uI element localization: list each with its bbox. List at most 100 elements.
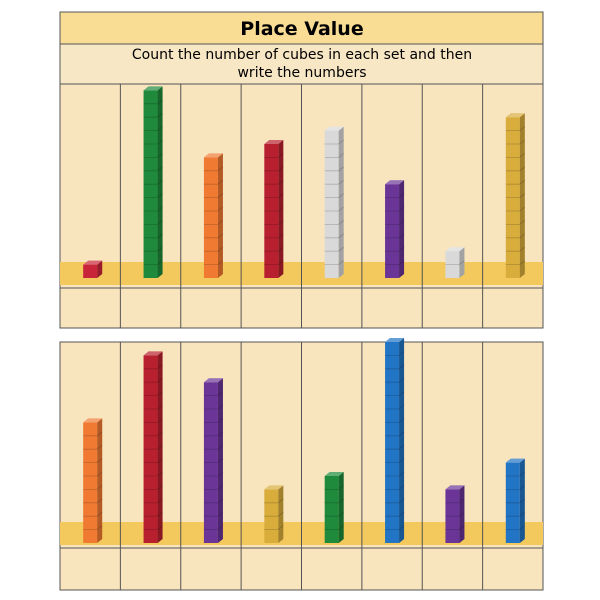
stack-side xyxy=(157,351,163,543)
stack-front xyxy=(143,355,158,543)
stack-front xyxy=(83,264,98,278)
cube-seam xyxy=(143,444,163,450)
cube-stack xyxy=(505,458,526,543)
cube-seam xyxy=(385,220,405,225)
cube-seam xyxy=(203,260,224,266)
stack-top-light xyxy=(143,86,163,91)
cube-stack xyxy=(445,485,465,543)
stack-front xyxy=(264,144,279,278)
stack-side xyxy=(97,418,103,543)
cube-seam xyxy=(203,458,224,464)
cube-seam xyxy=(385,206,405,212)
stack-top xyxy=(505,113,525,118)
stack-front xyxy=(385,184,400,278)
cube-seam xyxy=(143,260,163,266)
stack-top xyxy=(264,140,284,144)
cube-seam xyxy=(385,471,405,477)
stack-top-light xyxy=(324,126,344,131)
cube-seam xyxy=(385,377,405,383)
stack-front xyxy=(505,117,520,278)
cube-seam xyxy=(385,498,405,504)
cube-seam xyxy=(203,193,224,199)
stack-top-light xyxy=(324,472,344,476)
stack-side-shade xyxy=(97,260,103,278)
stack-side-shade xyxy=(157,351,163,543)
cube-seam xyxy=(505,485,526,490)
cube-seam xyxy=(385,444,405,450)
cube-seam xyxy=(143,193,163,199)
cube-seam xyxy=(203,206,224,212)
stack-top xyxy=(445,247,465,252)
instructions: Count the number of cubes in each set an… xyxy=(131,47,473,81)
cube-seam xyxy=(264,260,284,266)
cube-seam xyxy=(143,139,163,145)
cube-seam xyxy=(505,220,526,225)
stack-side xyxy=(97,260,103,278)
cube-seam xyxy=(203,431,224,437)
cube-seam xyxy=(203,498,224,504)
stack-side xyxy=(519,458,525,543)
cube-seam xyxy=(505,471,526,477)
stack-top xyxy=(203,153,223,158)
instruction-band xyxy=(59,43,544,85)
cube-seam xyxy=(203,525,224,530)
cube-seam xyxy=(143,99,163,105)
stack-side xyxy=(459,485,465,543)
cube-seam xyxy=(203,471,224,477)
cube-seam xyxy=(385,458,405,464)
cube-seam xyxy=(505,166,526,172)
stack-top-light xyxy=(385,180,405,185)
cube-seam xyxy=(143,206,163,212)
stack-side xyxy=(399,338,405,543)
cube-stack xyxy=(324,472,344,543)
cube-stack xyxy=(203,153,224,278)
stack-side-shade xyxy=(217,378,223,543)
cube-seam xyxy=(505,246,526,252)
stack-top-light xyxy=(264,140,284,144)
stack-side-shade xyxy=(399,338,405,543)
stack-top-light xyxy=(203,153,223,158)
stack-front xyxy=(203,157,218,278)
stack-side-shade xyxy=(338,126,344,278)
cube-seam xyxy=(143,377,163,383)
stack-side xyxy=(157,86,163,279)
cube-seam xyxy=(143,391,163,397)
cube-stack xyxy=(264,140,284,278)
cube-seam xyxy=(83,498,103,504)
cube-seam xyxy=(143,179,163,185)
cube-seam xyxy=(385,511,405,517)
stack-top-light xyxy=(505,458,525,463)
cube-seam xyxy=(505,139,526,145)
stack-side-shade xyxy=(278,485,284,543)
cube-seam xyxy=(445,498,465,504)
stack-front xyxy=(324,130,339,278)
stack-top xyxy=(143,86,163,91)
cube-seam xyxy=(203,391,224,397)
cube-seam xyxy=(505,126,526,132)
cube-seam xyxy=(324,260,344,266)
cube-seam xyxy=(264,511,284,517)
cube-seam xyxy=(143,404,163,410)
cube-stack xyxy=(505,113,526,278)
cube-seam xyxy=(385,193,405,199)
cube-seam xyxy=(324,206,344,212)
stack-side-shade xyxy=(399,180,405,278)
cube-seam xyxy=(143,471,163,477)
cube-seam xyxy=(83,431,103,437)
cube-seam xyxy=(505,511,526,517)
cube-seam xyxy=(324,193,344,199)
cube-seam xyxy=(203,511,224,517)
cube-stack xyxy=(143,351,163,543)
stack-top xyxy=(445,485,465,490)
cube-seam xyxy=(505,525,526,530)
cube-stack xyxy=(385,338,405,543)
stack-front xyxy=(264,489,279,543)
cube-seam xyxy=(264,246,284,252)
cube-seam xyxy=(264,179,284,185)
cube-seam xyxy=(264,206,284,212)
cube-seam xyxy=(83,485,103,490)
cube-seam xyxy=(143,458,163,464)
cube-seam xyxy=(385,260,405,266)
cube-seam xyxy=(324,498,344,504)
